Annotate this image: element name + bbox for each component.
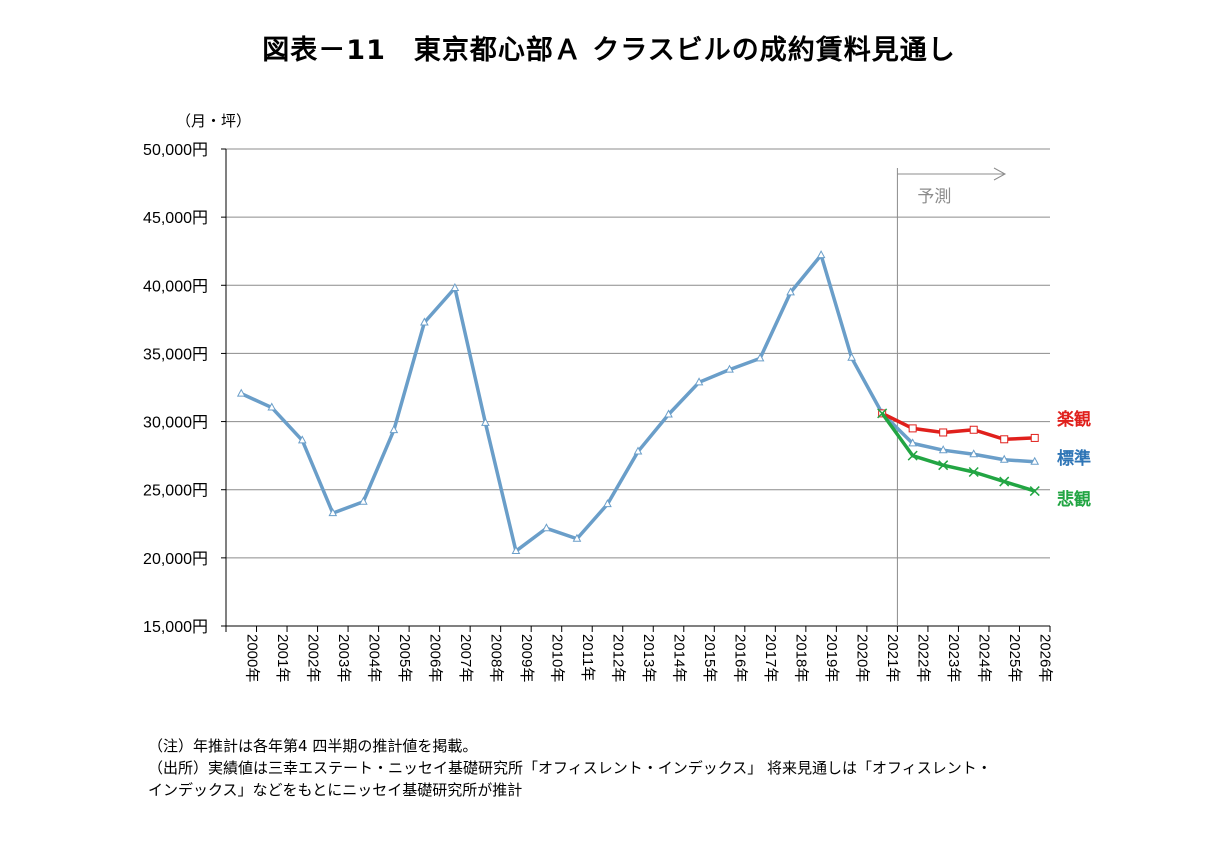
data-point xyxy=(664,409,673,418)
x-tick-label: 2005年 xyxy=(396,634,413,682)
x-tick-label: 2010年 xyxy=(548,634,565,682)
data-point xyxy=(633,446,643,455)
x-tick-label: 2026年 xyxy=(1037,634,1054,682)
x-tick-label: 2006年 xyxy=(426,634,443,682)
data-point xyxy=(1030,456,1040,465)
x-tick-label: 2024年 xyxy=(976,634,993,682)
x-tick-label: 2019年 xyxy=(823,634,840,682)
data-point xyxy=(847,352,856,361)
x-tick-label: 2004年 xyxy=(365,634,382,682)
x-tick-label: 2017年 xyxy=(762,634,779,682)
data-point xyxy=(908,424,917,433)
y-tick-label: 15,000円 xyxy=(143,619,208,636)
data-point xyxy=(481,417,490,426)
forecast-arrowhead xyxy=(993,167,1007,181)
y-tick-label: 40,000円 xyxy=(143,278,208,295)
x-tick-label: 2015年 xyxy=(701,634,718,682)
y-tick-label: 30,000円 xyxy=(143,415,208,432)
data-point xyxy=(816,250,826,259)
y-tick-label: 20,000円 xyxy=(143,551,208,568)
data-point xyxy=(450,282,460,292)
data-point xyxy=(877,408,888,419)
data-point xyxy=(236,388,246,397)
y-tick-label: 45,000円 xyxy=(143,210,208,227)
x-tick-label: 2001年 xyxy=(274,634,291,682)
series-label: 悲観 xyxy=(1057,489,1091,510)
x-tick-label: 2013年 xyxy=(640,634,657,682)
x-tick-label: 2008年 xyxy=(487,634,504,682)
series-label: 標準 xyxy=(1057,448,1091,469)
data-point xyxy=(755,353,765,362)
x-tick-label: 2022年 xyxy=(915,634,932,682)
x-tick-label: 2000年 xyxy=(243,634,260,682)
y-tick-label: 50,000円 xyxy=(143,142,208,159)
data-point xyxy=(786,287,795,296)
x-tick-label: 2011年 xyxy=(579,634,596,681)
x-tick-label: 2025年 xyxy=(1006,634,1023,682)
data-point xyxy=(968,466,979,478)
data-point xyxy=(603,499,612,508)
x-tick-label: 2018年 xyxy=(793,634,810,682)
series-label: 楽観 xyxy=(1057,409,1091,430)
x-tick-label: 2016年 xyxy=(732,634,749,682)
series-line-標準 xyxy=(240,253,1035,553)
data-point xyxy=(969,449,979,458)
data-point xyxy=(358,496,368,505)
data-point xyxy=(938,460,949,471)
data-point xyxy=(907,450,918,461)
data-point xyxy=(542,523,551,532)
data-point xyxy=(1000,435,1009,444)
forecast-label: 予測 xyxy=(917,187,951,207)
data-point xyxy=(969,425,978,434)
data-point xyxy=(725,364,734,373)
data-point xyxy=(908,438,918,447)
data-point xyxy=(999,454,1009,463)
y-tick-label: 35,000円 xyxy=(143,346,208,363)
x-tick-label: 2002年 xyxy=(304,634,321,682)
x-tick-label: 2014年 xyxy=(671,634,688,682)
data-point xyxy=(939,428,948,437)
data-point xyxy=(328,508,338,517)
data-point xyxy=(938,445,948,454)
data-point xyxy=(1029,486,1040,497)
data-point xyxy=(297,435,307,444)
x-tick-label: 2023年 xyxy=(945,634,962,682)
data-point xyxy=(511,545,521,555)
note-line: インデックス」などをもとにニッセイ基礎研究所が推計 xyxy=(148,781,523,799)
x-tick-label: 2020年 xyxy=(854,634,871,682)
chart-title: 図表－11 東京都心部Ａ クラスビルの成約賃料見通し xyxy=(262,35,956,66)
data-point xyxy=(999,476,1010,487)
y-unit-label: （月・坪） xyxy=(176,112,251,130)
data-point xyxy=(694,377,704,386)
data-point xyxy=(420,317,429,326)
series-line-楽観 xyxy=(881,411,1035,442)
x-tick-label: 2012年 xyxy=(609,634,626,682)
y-tick-label: 25,000円 xyxy=(143,483,208,500)
x-tick-label: 2009年 xyxy=(518,634,535,682)
data-point xyxy=(1030,433,1039,442)
chart-notes: （注）年推計は各年第4 四半期の推計値を掲載。 （出所）実績値は三幸エステート・… xyxy=(148,735,992,801)
data-point xyxy=(267,402,277,411)
series-line-悲観 xyxy=(880,412,1036,493)
note-line: （出所）実績値は三幸エステート・ニッセイ基礎研究所「オフィスレント・インデックス… xyxy=(148,759,992,777)
x-tick-label: 2003年 xyxy=(335,634,352,682)
x-tick-label: 2007年 xyxy=(457,634,474,682)
x-tick-label: 2021年 xyxy=(884,634,901,682)
note-line: （注）年推計は各年第4 四半期の推計値を掲載。 xyxy=(148,737,478,755)
data-point xyxy=(572,533,582,542)
data-point xyxy=(389,425,399,434)
